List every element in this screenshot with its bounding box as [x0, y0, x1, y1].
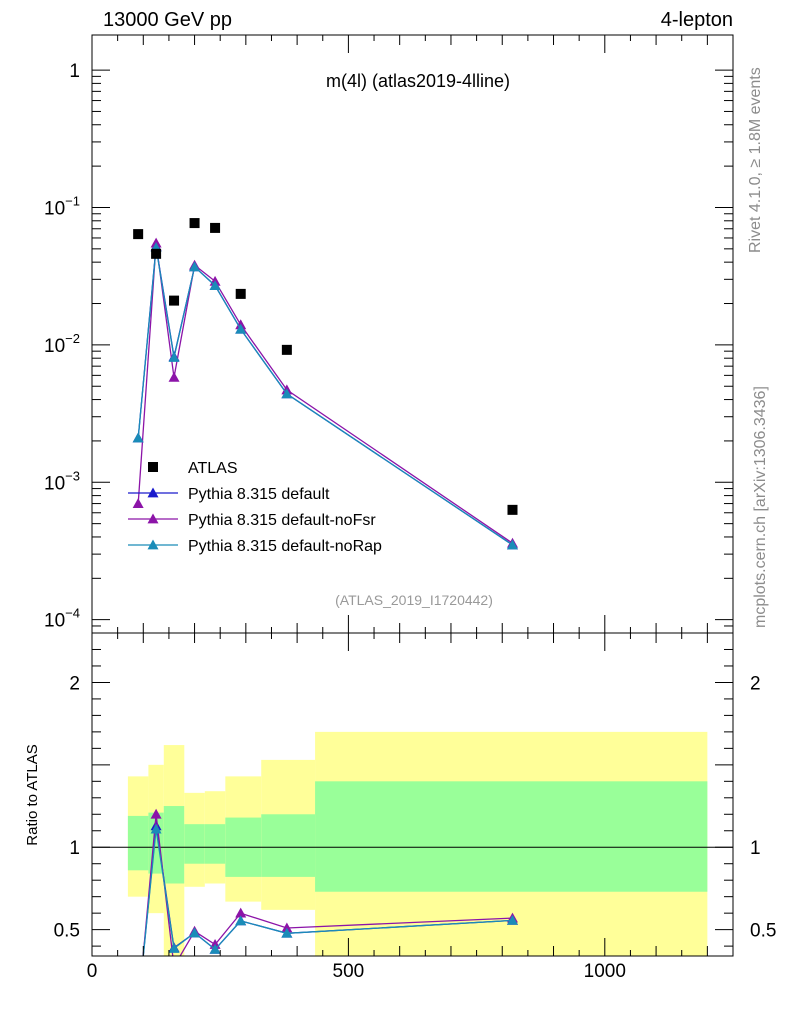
series-line [137, 247, 513, 546]
series-pythia-8-315-default-norap [132, 242, 518, 550]
main-panel: 1 10−1 10−2 10−3 10−4 m(4l) (atlas2019-4llin… [44, 34, 734, 634]
data-point [507, 504, 518, 515]
data-point [189, 261, 201, 272]
main-axis-ticks [91, 35, 734, 634]
ratio-band-green [315, 781, 708, 892]
ratio-ylabel: Ratio to ATLAS [24, 744, 41, 845]
main-y-tick-labels: 1 10−1 10−2 10−3 10−4 [44, 61, 80, 632]
main-y-tick-label: 1 [69, 61, 80, 82]
legend: ATLAS Pythia 8.315 default Pythia 8.315 de… [128, 460, 382, 555]
ratio-band-green [261, 814, 316, 877]
ratio-y-tick-label-right: 0.5 [750, 921, 776, 942]
main-series-layer [132, 218, 518, 550]
x-tick-label: 500 [333, 961, 365, 982]
ratio-band-green [163, 806, 185, 884]
legend-label: ATLAS [188, 460, 238, 477]
data-point [209, 280, 221, 291]
ratio-data-point [168, 942, 180, 953]
x-tick-labels: 0 500 1000 [87, 961, 626, 982]
ratio-series-line [142, 829, 513, 956]
ratio-y-tick-label-left: 0.5 [54, 921, 80, 942]
data-point [168, 371, 180, 382]
ratio-series-line [142, 814, 513, 956]
ratio-panel: 0.5 0.5 1 1 2 2 Ratio to ATLAS 0 500 1000 [24, 632, 777, 982]
data-point [132, 498, 144, 508]
data-point [281, 388, 293, 399]
ratio-data-point [281, 927, 293, 938]
ratio-data-point [150, 823, 162, 834]
ratio-y-tick-label-right: 1 [750, 838, 761, 859]
data-point [133, 229, 144, 240]
ratio-axis-ticks [91, 633, 734, 956]
data-point [235, 323, 247, 334]
ratio-data-point [189, 927, 201, 938]
ratio-data-point [506, 914, 518, 925]
ratio-y-tick-label-left: 1 [69, 838, 80, 859]
data-point [281, 344, 292, 355]
data-point [506, 539, 518, 550]
analysis-id: (ATLAS_2019_I1720442) [335, 592, 493, 608]
legend-item-pythia-8-315-default-nofsr: Pythia 8.315 default-noFsr [128, 512, 376, 529]
legend-marker [147, 539, 159, 550]
data-point [168, 351, 180, 362]
legend-marker [148, 462, 158, 472]
ratio-data-point [235, 907, 247, 918]
header-left: 13000 GeV pp [103, 9, 232, 31]
ratio-data-point [150, 808, 162, 819]
main-y-tick-label: 10−2 [44, 331, 80, 357]
ratio-series-pythia-8-315-default-norap [142, 823, 518, 956]
ratio-y-tick-label-right: 2 [750, 673, 761, 694]
ratio-y-tick-labels: 0.5 0.5 1 1 2 2 [54, 673, 777, 941]
legend-label: Pythia 8.315 default-noFsr [188, 512, 376, 529]
data-point [151, 248, 162, 259]
data-point [132, 432, 144, 443]
series-atlas [133, 218, 518, 515]
main-y-tick-label: 10−3 [44, 468, 80, 494]
legend-item-pythia-8-315-default-norap: Pythia 8.315 default-noRap [128, 538, 382, 555]
legend-label: Pythia 8.315 default-noRap [188, 538, 382, 555]
legend-marker [147, 487, 159, 498]
legend-marker [147, 513, 159, 524]
data-point [210, 222, 221, 233]
ratio-data-point [209, 943, 221, 954]
data-point [189, 218, 200, 229]
data-point [235, 288, 246, 299]
main-y-tick-label: 10−1 [44, 193, 80, 219]
main-y-tick-label: 10−4 [44, 606, 80, 632]
rivet-version-label: Rivet 4.1.0, ≥ 1.8M events [747, 67, 764, 253]
x-tick-label: 0 [87, 961, 98, 982]
ratio-y-tick-label-left: 2 [69, 673, 80, 694]
ratio-frame [91, 632, 734, 957]
legend-item-pythia-8-315-default: Pythia 8.315 default [128, 486, 330, 503]
ratio-band-green [184, 824, 205, 864]
ratio-data-point [235, 915, 247, 926]
ratio-series-layer [142, 808, 518, 956]
ratio-data-point [281, 922, 293, 933]
legend-label: Pythia 8.315 default [188, 486, 330, 503]
ratio-band-green [127, 815, 149, 871]
header-right: 4-lepton [661, 9, 733, 31]
data-point [169, 295, 180, 306]
chart-title: m(4l) (atlas2019-4lline) [326, 71, 510, 91]
legend-item-atlas: ATLAS [148, 460, 238, 477]
mcplots-label: mcplots.cern.ch [arXiv:1306.3436] [752, 386, 769, 628]
x-tick-label: 1000 [584, 961, 626, 982]
ratio-band-green [204, 824, 226, 864]
